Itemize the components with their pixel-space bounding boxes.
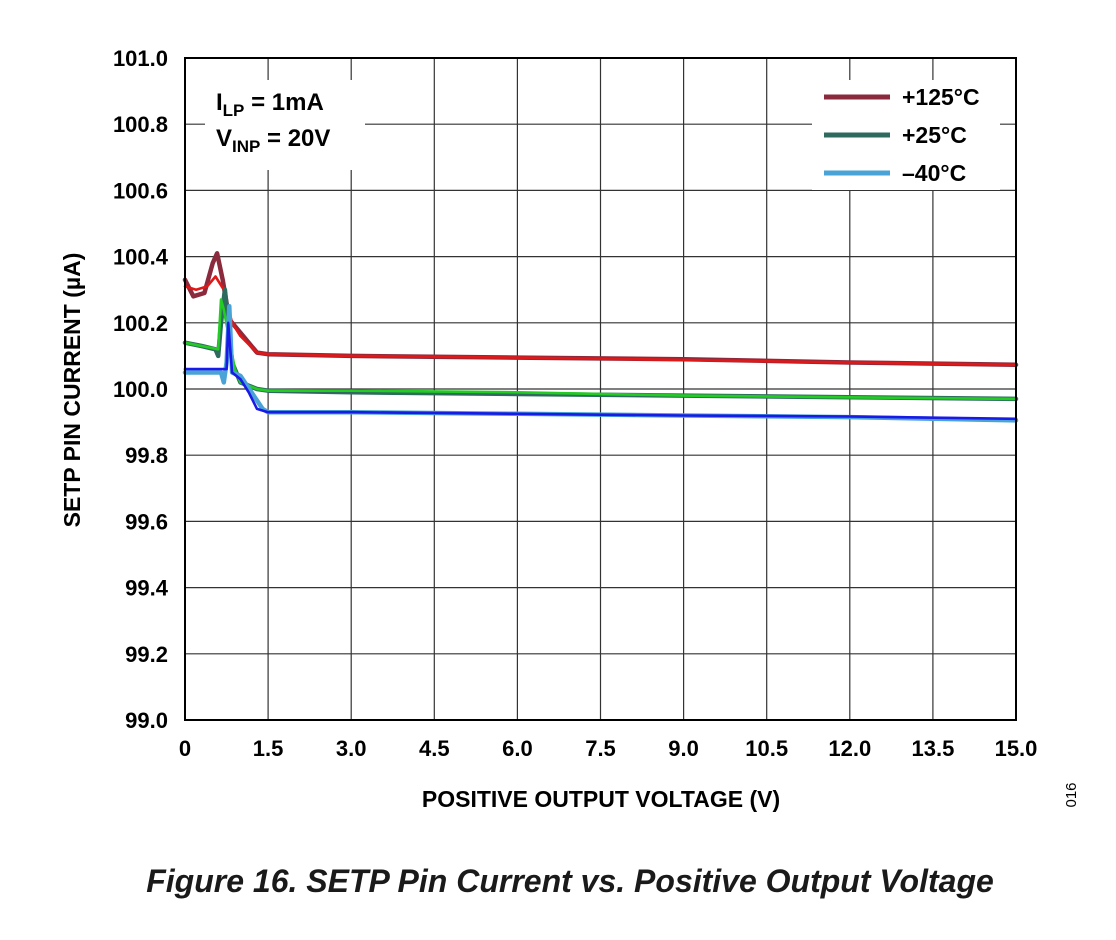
annotation-line2-rest: = 20V — [260, 125, 330, 152]
y-tick-label: 101.0 — [113, 46, 168, 71]
figure-id: 016 — [1063, 782, 1080, 807]
x-tick-label: 12.0 — [828, 736, 871, 761]
figure-caption: Figure 16. SETP Pin Current vs. Positive… — [146, 863, 994, 899]
y-tick-label: 99.0 — [125, 708, 168, 733]
y-tick-label: 99.6 — [125, 509, 168, 534]
x-tick-label: 4.5 — [419, 736, 450, 761]
y-axis-title: SETP PIN CURRENT (µA) — [59, 253, 85, 528]
condition-annotation: ILP = 1mA VINP = 20V — [205, 80, 365, 170]
y-tick-label: 99.8 — [125, 443, 168, 468]
y-tick-label: 100.6 — [113, 178, 168, 203]
x-tick-label: 13.5 — [911, 736, 954, 761]
y-tick-label: 100.8 — [113, 112, 168, 137]
y-tick-labels: 101.0 100.8 100.6 100.4 100.2 100.0 99.8 99.6 99… — [113, 46, 169, 733]
x-tick-labels: 0 1.5 3.0 4.5 6.0 7.5 9.0 10.5 12.0 13.5 15.0 — [179, 736, 1038, 761]
y-tick-label: 99.4 — [125, 576, 169, 601]
annotation-line1-sub: LP — [223, 101, 245, 120]
x-tick-label: 0 — [179, 736, 191, 761]
x-tick-label: 10.5 — [745, 736, 788, 761]
x-tick-label: 1.5 — [253, 736, 284, 761]
legend-label: +25°C — [902, 122, 967, 148]
x-tick-label: 3.0 — [336, 736, 367, 761]
x-tick-label: 9.0 — [668, 736, 699, 761]
annotation-line2-main: V — [216, 125, 232, 152]
annotation-line1-rest: = 1mA — [244, 89, 323, 116]
x-tick-label: 15.0 — [995, 736, 1038, 761]
x-tick-label: 6.0 — [502, 736, 533, 761]
y-tick-label: 99.2 — [125, 642, 168, 667]
legend-label: +125°C — [902, 84, 980, 110]
y-tick-label: 100.2 — [113, 311, 168, 336]
x-axis-title: POSITIVE OUTPUT VOLTAGE (V) — [422, 786, 780, 812]
legend: +125°C +25°C –40°C — [812, 80, 1000, 190]
x-tick-label: 7.5 — [585, 736, 616, 761]
y-tick-label: 100.4 — [113, 245, 169, 270]
y-tick-label: 100.0 — [113, 377, 168, 402]
annotation-line2-sub: INP — [232, 137, 260, 156]
legend-label: –40°C — [902, 160, 966, 186]
annotation-line1-main: I — [216, 89, 223, 116]
